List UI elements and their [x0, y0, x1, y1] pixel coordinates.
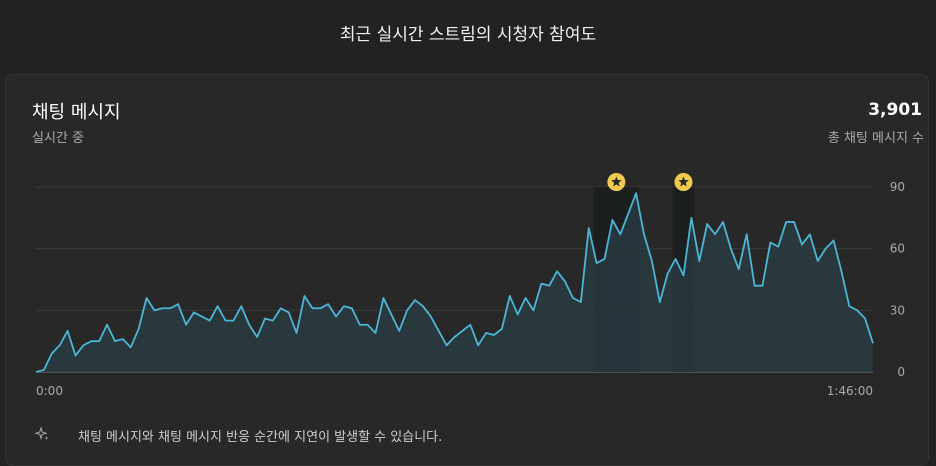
chat-messages-chart[interactable]: 0 30 60 90 0:00 1:46:00 [0, 160, 936, 410]
y-tick-label: 0 [897, 365, 905, 379]
y-tick-label: 60 [890, 242, 905, 256]
y-tick-label: 30 [890, 303, 905, 317]
metric-title: 채팅 메시지 [32, 102, 121, 123]
metric-total-caption: 총 채팅 메시지 수 [827, 131, 924, 146]
star-glyph [678, 176, 689, 187]
metric-subtitle: 실시간 중 [32, 131, 84, 146]
sparkle-icon [34, 426, 49, 441]
x-end-label: 1:46:00 [827, 384, 873, 398]
series-area [36, 193, 873, 372]
page-title: 최근 실시간 스트림의 시청자 참여도 [339, 25, 597, 45]
metric-total-value: 3,901 [868, 100, 922, 120]
latency-footnote: 채팅 메시지와 채팅 메시지 반응 순간에 지연이 발생할 수 있습니다. [78, 430, 443, 445]
series-line [35, 192, 874, 373]
y-tick-label: 90 [890, 180, 905, 194]
x-start-label: 0:00 [36, 384, 63, 398]
star-glyph [611, 176, 622, 187]
